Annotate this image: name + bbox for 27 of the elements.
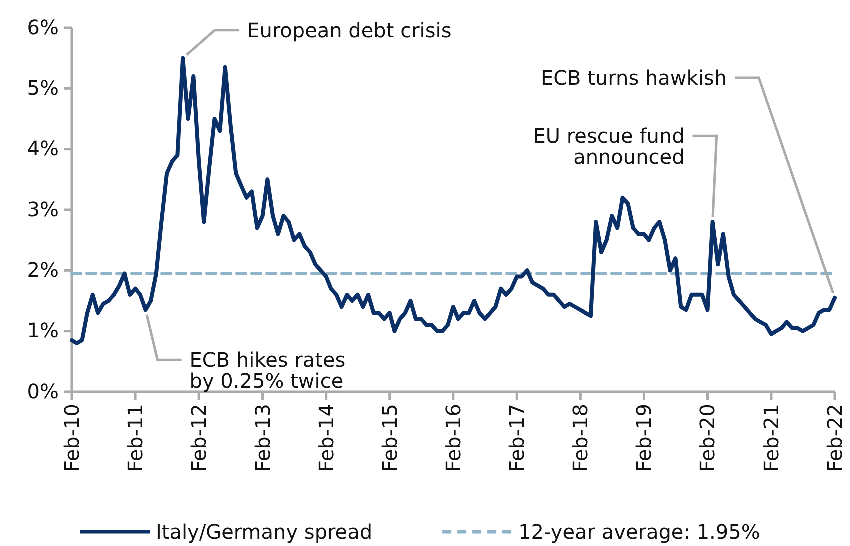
x-tick-label: Feb-12 [187,404,212,472]
annotation: European debt crisis [247,18,452,42]
y-tick-label: 0% [27,379,59,404]
legend-label: Italy/Germany spread [156,520,373,544]
annotation: ECB turns hawkish [540,66,727,90]
x-tick-label: Feb-11 [124,404,148,472]
y-tick-label: 1% [27,318,59,343]
y-tick-label: 2% [27,258,59,282]
y-tick-label: 6% [27,15,59,40]
legend-label: 12-year average: 1.95% [518,520,760,544]
x-tick-label: Feb-17 [505,404,530,472]
x-tick-label: Feb-10 [60,404,84,472]
annotation: ECB hikes rates by 0.25% twice [190,348,346,394]
y-tick-label: 3% [27,197,59,222]
x-tick-label: Feb-19 [632,404,656,472]
x-tick-label: Feb-20 [696,404,720,472]
x-tick-label: Feb-22 [823,404,847,472]
x-tick-label: Feb-18 [568,404,593,472]
y-tick-label: 5% [27,76,59,100]
x-tick-label: Feb-16 [441,404,466,472]
y-tick-label: 4% [27,136,59,161]
x-tick-label: Feb-13 [250,404,275,472]
line-series [70,56,837,346]
annotation: EU rescue fund announced [533,124,685,170]
x-tick-label: Feb-14 [314,404,338,472]
x-tick-label: Feb-21 [759,404,784,472]
x-tick-label: Feb-15 [378,404,402,472]
